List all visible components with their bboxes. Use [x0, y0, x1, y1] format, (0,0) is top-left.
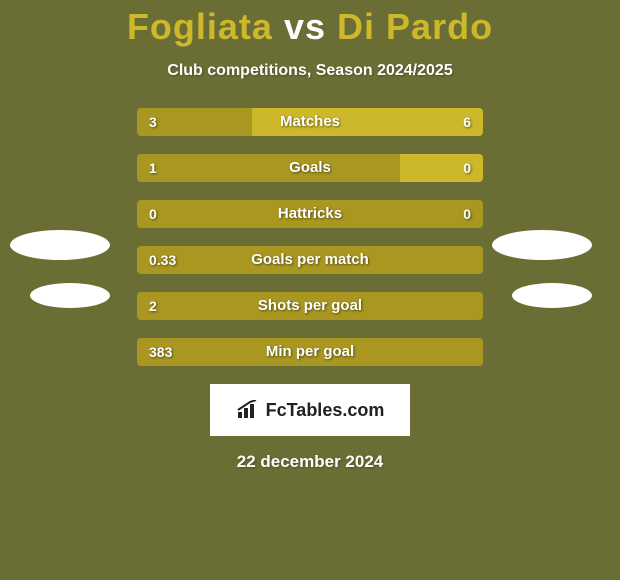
team-logo-placeholder [30, 283, 110, 308]
comparison-card: Fogliata vs Di Pardo Club competitions, … [0, 0, 620, 580]
stat-row: 383 Min per goal [137, 338, 483, 366]
stat-bar-right [400, 154, 483, 182]
vs-text: vs [284, 6, 326, 47]
date-text: 22 december 2024 [0, 452, 620, 472]
stat-row: 0.33 Goals per match [137, 246, 483, 274]
stat-bar-left [137, 200, 483, 228]
stat-bar-left [137, 108, 252, 136]
stat-row: 0 Hattricks 0 [137, 200, 483, 228]
subtitle: Club competitions, Season 2024/2025 [0, 62, 620, 80]
stat-bar-left [137, 154, 400, 182]
stat-bar-right [252, 108, 483, 136]
player-photo-placeholder [492, 230, 592, 260]
stat-bar-left [137, 246, 483, 274]
player-photo-placeholder [10, 230, 110, 260]
site-logo[interactable]: FcTables.com [210, 384, 410, 436]
chart-icon [236, 400, 262, 420]
stat-row: 2 Shots per goal [137, 292, 483, 320]
stat-row: 1 Goals 0 [137, 154, 483, 182]
player1-name: Fogliata [127, 6, 273, 47]
player2-name: Di Pardo [337, 6, 493, 47]
team-logo-placeholder [512, 283, 592, 308]
page-title: Fogliata vs Di Pardo [0, 0, 620, 48]
stat-bar-left [137, 338, 483, 366]
stat-bar-left [137, 292, 483, 320]
stat-row: 3 Matches 6 [137, 108, 483, 136]
site-logo-text: FcTables.com [266, 400, 385, 421]
stats-area: 3 Matches 6 1 Goals 0 0 Hattricks 0 0.33… [0, 108, 620, 472]
